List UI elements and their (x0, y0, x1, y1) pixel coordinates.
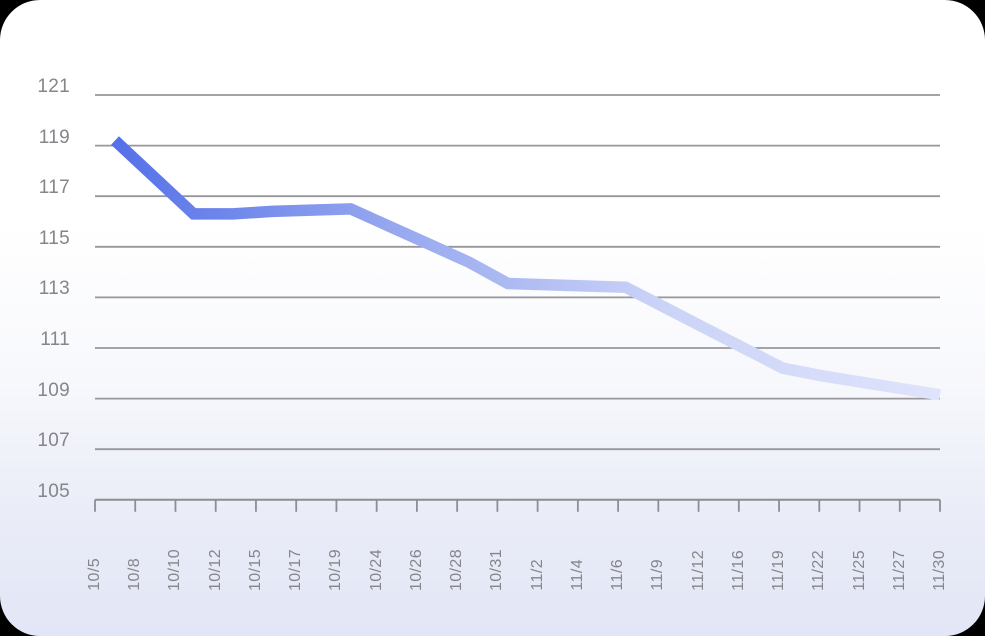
x-tick-label: 10/12 (206, 548, 224, 591)
y-tick-label: 113 (38, 278, 70, 300)
y-tick-label: 117 (38, 177, 70, 199)
x-tick-label: 10/15 (246, 548, 264, 591)
x-tick-label: 11/4 (568, 559, 586, 591)
x-tick-label: 10/10 (166, 548, 184, 591)
x-tick-label: 10/19 (327, 548, 345, 591)
y-tick-label: 109 (37, 379, 70, 401)
y-tick-label: 115 (38, 227, 70, 249)
y-tick-label: 121 (37, 76, 70, 97)
x-tick-label: 11/27 (890, 550, 908, 591)
x-tick-label: 11/25 (850, 550, 868, 591)
gridlines (95, 94, 940, 451)
x-tick-label: 10/5 (86, 558, 103, 591)
y-tick-label: 119 (38, 126, 70, 148)
x-tick-label: 10/28 (448, 548, 466, 591)
x-tick-label: 11/22 (810, 550, 828, 591)
x-tick-label: 11/6 (609, 559, 627, 591)
x-tick-label: 10/17 (287, 548, 305, 591)
x-tick-label: 11/16 (729, 550, 747, 591)
x-axis (94, 498, 941, 512)
x-tick-label: 11/30 (931, 550, 948, 591)
y-tick-label: 111 (40, 329, 70, 350)
y-tick-label: 107 (37, 430, 70, 452)
x-tick-label: 10/26 (407, 548, 425, 591)
x-tick-label: 10/31 (488, 548, 506, 591)
x-tick-label: 11/12 (689, 550, 707, 591)
x-tick-label: 11/19 (770, 550, 788, 591)
x-tick-label: 11/2 (528, 559, 546, 591)
x-tick-label: 10/8 (126, 558, 144, 591)
x-tick-label: 10/24 (367, 548, 385, 591)
price-line (111, 136, 941, 401)
y-tick-label: 105 (37, 480, 70, 502)
x-tick-label: 11/9 (649, 559, 667, 591)
